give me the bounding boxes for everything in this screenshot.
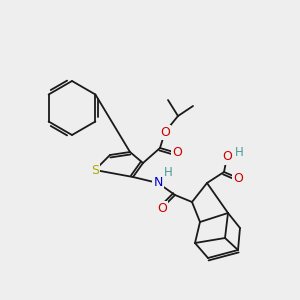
- Text: O: O: [160, 125, 170, 139]
- Text: H: H: [164, 167, 172, 179]
- Text: O: O: [233, 172, 243, 184]
- Text: H: H: [235, 146, 243, 160]
- Text: S: S: [91, 164, 99, 176]
- Text: O: O: [157, 202, 167, 214]
- Text: O: O: [222, 151, 232, 164]
- Text: N: N: [153, 176, 163, 190]
- Text: O: O: [172, 146, 182, 160]
